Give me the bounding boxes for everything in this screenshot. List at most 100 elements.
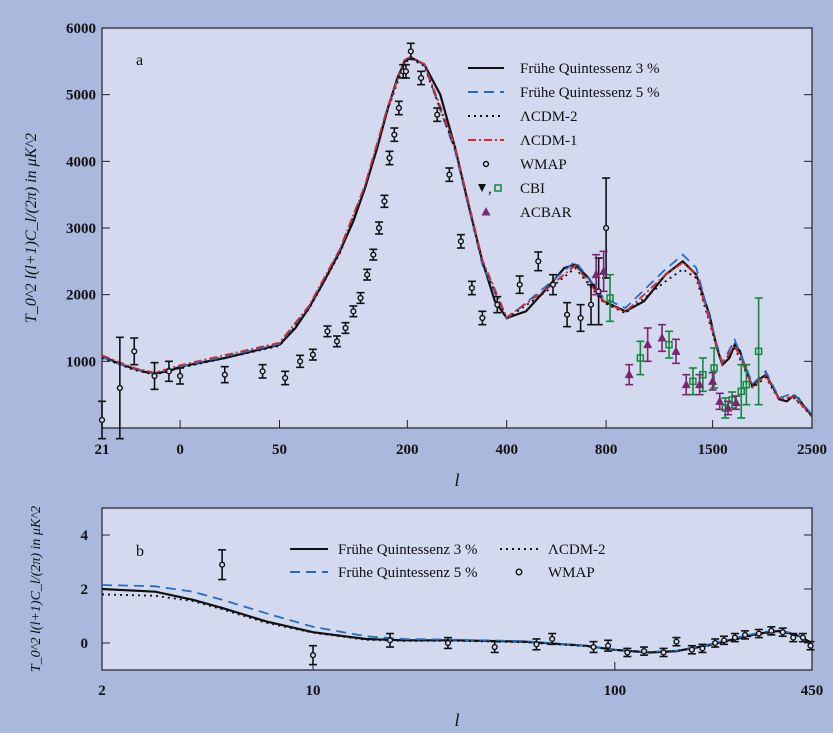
- legend-swatch: [494, 184, 502, 192]
- data-point-cbi: [742, 380, 751, 389]
- data-point-wmap: [177, 372, 184, 380]
- series-line--cdm-1: [101, 56, 813, 417]
- data-point-wmap: [673, 638, 680, 645]
- legend-label: ACBAR: [520, 205, 572, 221]
- x-tick-label-b: 2: [98, 683, 106, 699]
- y-axis-label-a: T_0^2 l(l+1)C_l/(2π) in μK^2: [23, 133, 40, 323]
- data-point-wmap: [219, 561, 226, 568]
- x-tick-label-a: 21: [95, 442, 110, 458]
- legend-label: Frühe Quintessenz 3 %: [338, 542, 478, 558]
- panel-label-b: b: [136, 543, 144, 560]
- data-point-wmap: [577, 314, 584, 322]
- y-tick-label-a: 2000: [66, 288, 96, 304]
- data-point-cbi: [606, 294, 614, 302]
- data-point-wmap: [402, 68, 410, 75]
- data-point-wmap: [221, 371, 228, 378]
- data-point-cbi: [689, 377, 697, 386]
- data-point-wmap: [417, 74, 425, 82]
- data-point-wmap: [370, 251, 377, 258]
- series-line-fr-he-quintessenz-5-: [101, 584, 813, 653]
- data-point-wmap: [324, 328, 331, 335]
- panel-a: 1000 2000 3000 4000 5000 6000 21 0 50 200 400 800 15…: [23, 21, 827, 490]
- data-point-cbi: [710, 364, 718, 372]
- data-point-wmap: [282, 374, 289, 382]
- data-point-acbar: [591, 269, 601, 279]
- legend-a: Frühe Quintessenz 3 % Frühe Quintessenz 5…: [468, 61, 660, 221]
- data-point-wmap: [444, 639, 452, 647]
- legend-entry--cdm-2: ΛCDM-2: [500, 542, 606, 558]
- data-point-acbar: [657, 333, 667, 342]
- legend-entry--cdm-1: ΛCDM-1: [468, 133, 578, 149]
- legend-entry-fr-he-quintessenz-3-: Frühe Quintessenz 3 %: [290, 542, 478, 558]
- data-point-acbar: [599, 266, 609, 275]
- legend-entry-wmap: WMAP: [515, 565, 595, 581]
- data-point-wmap: [605, 642, 612, 649]
- data-point-wmap: [790, 634, 797, 641]
- data-point-wmap: [602, 224, 610, 232]
- data-point-cbi: [636, 354, 645, 362]
- data-point-wmap: [587, 301, 595, 308]
- data-point-wmap: [375, 224, 383, 232]
- data-point-wmap: [165, 368, 173, 375]
- data-point-wmap: [516, 281, 523, 288]
- legend-entry-cbi: , CBI: [478, 181, 545, 197]
- data-point-wmap: [309, 351, 316, 358]
- data-point-wmap: [590, 643, 597, 651]
- y-axis-label-b: T_0^2 l(l+1)C_l/(2π) in μK^2: [29, 506, 44, 672]
- data-point-wmap: [720, 637, 728, 644]
- data-point-wmap: [741, 631, 749, 639]
- data-point-wmap: [494, 301, 501, 308]
- x-tick-label-b: 10: [305, 683, 320, 699]
- legend-swatch: [515, 568, 523, 576]
- y-tick-label-b: 0: [81, 636, 89, 652]
- data-point-cbi: [665, 340, 673, 349]
- plot-frame-b: [101, 507, 813, 671]
- y-tick-label-a: 6000: [66, 21, 96, 37]
- data-point-wmap: [688, 646, 695, 653]
- legend-label: ΛCDM-2: [520, 109, 578, 125]
- y-tick-label-a: 3000: [66, 221, 96, 237]
- data-point-cbi: [754, 347, 763, 356]
- data-point-wmap: [297, 358, 304, 365]
- data-point-acbar: [695, 379, 705, 389]
- data-point-wmap: [333, 338, 341, 345]
- data-point-wmap: [535, 258, 542, 265]
- data-point-wmap: [386, 154, 393, 162]
- y-tick-label-a: 1000: [66, 354, 96, 370]
- data-point-wmap: [350, 308, 357, 315]
- y-tick-label-a: 4000: [66, 154, 96, 170]
- data-point-acbar: [731, 397, 741, 407]
- legend-separator: ,: [488, 181, 492, 197]
- data-point-wmap: [563, 311, 571, 318]
- data-point-acbar: [681, 379, 691, 389]
- data-point-wmap: [533, 641, 540, 648]
- data-point-wmap: [491, 643, 498, 651]
- data-point-cbi: [737, 387, 746, 396]
- legend-label: Frühe Quintessenz 5 %: [338, 565, 478, 581]
- data-point-wmap: [395, 104, 402, 112]
- data-point-wmap: [731, 634, 739, 641]
- data-point-wmap: [479, 314, 486, 322]
- data-point-wmap: [131, 348, 138, 355]
- data-point-acbar: [671, 346, 681, 355]
- legend-entry-fr-he-quintessenz-5-: Frühe Quintessenz 5 %: [290, 565, 478, 581]
- data-point-wmap: [468, 284, 475, 292]
- data-point-wmap: [549, 635, 556, 643]
- data-point-wmap: [457, 238, 465, 245]
- legend-swatch: [481, 207, 491, 216]
- x-tick-label-a: 50: [272, 442, 287, 458]
- legend-entry-fr-he-quintessenz-5-: Frühe Quintessenz 5 %: [468, 85, 660, 101]
- legend-label: Frühe Quintessenz 3 %: [520, 61, 660, 77]
- x-tick-label-a: 400: [495, 442, 518, 458]
- legend-label: ΛCDM-1: [520, 133, 578, 149]
- panel-label-a: a: [136, 52, 143, 69]
- data-point-wmap: [549, 281, 557, 288]
- legend-entry-fr-he-quintessenz-3-: Frühe Quintessenz 3 %: [468, 61, 660, 77]
- x-tick-label-a: 800: [595, 442, 618, 458]
- x-tick-label-b: 100: [604, 683, 627, 699]
- data-point-wmap: [391, 131, 398, 138]
- y-tick-label-b: 4: [81, 528, 89, 544]
- data-point-wmap: [799, 634, 807, 641]
- data-point-wmap: [624, 649, 631, 656]
